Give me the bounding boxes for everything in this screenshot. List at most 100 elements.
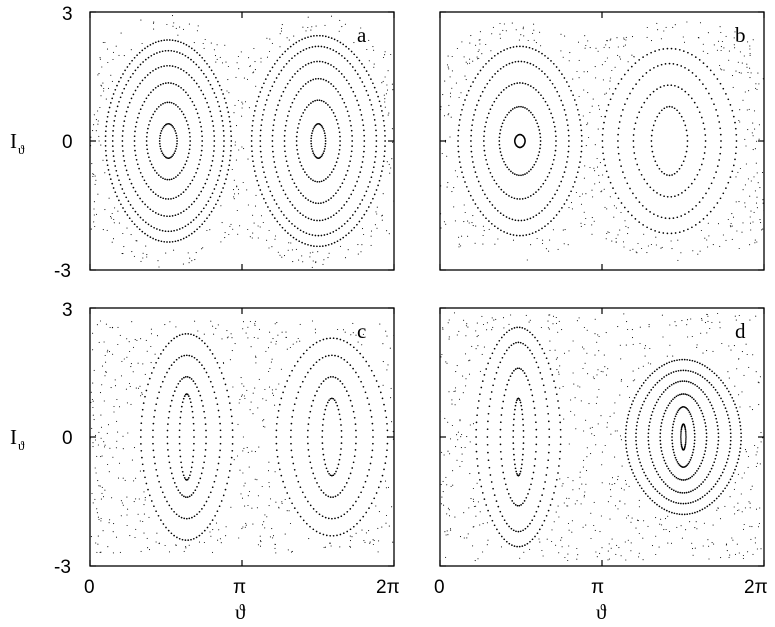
orbit-point [567,150,570,153]
orbit-point [111,497,113,499]
orbit-point [247,158,249,160]
orbit-point [558,373,560,375]
orbit-point [526,542,529,545]
orbit-point [106,115,109,118]
orbit-point [684,502,687,505]
orbit-point [757,182,759,184]
orbit-point [302,26,304,28]
orbit-point [671,248,673,250]
orbit-point [271,528,273,530]
orbit-point [185,120,188,122]
orbit-point [158,142,161,145]
orbit-point [675,325,677,327]
orbit-point [178,228,181,230]
orbit-point [287,48,289,50]
orbit-point [226,90,228,92]
orbit-point [167,198,170,200]
orbit-point [454,170,456,172]
orbit-point [299,385,302,388]
orbit-point [694,400,697,402]
orbit-point [227,111,230,113]
orbit-point [729,176,732,178]
orbit-point [337,127,340,129]
orbit-point [229,408,232,411]
orbit-point [538,212,541,215]
orbit-point [445,556,447,558]
orbit-point [663,172,666,175]
orbit-point [266,516,268,518]
orbit-point [622,109,624,111]
orbit-point [352,189,355,192]
orbit-point [479,511,481,513]
orbit-point [202,467,204,469]
orbit-point [224,383,227,386]
orbit-point [231,422,234,425]
orbit-point [515,29,517,31]
orbit-point [531,166,534,169]
orbit-point [537,188,540,191]
orbit-point [379,323,381,325]
orbit-point [610,495,612,497]
orbit-point [660,393,663,396]
orbit-point [101,455,103,457]
orbit-point [702,352,704,354]
orbit-point [201,144,203,147]
orbit-point [298,240,301,243]
orbit-point [578,59,580,61]
orbit-point [690,415,693,418]
orbit-point [146,74,149,76]
orbit-point [610,547,612,549]
orbit-point [117,431,119,433]
orbit-point [462,176,465,179]
orbit-point [230,130,232,133]
orbit-point [135,477,137,479]
orbit-point [361,244,363,246]
orbit-point [636,163,639,166]
orbit-point [671,360,673,363]
orbit-point [520,404,523,407]
orbit-point [467,89,470,92]
orbit-point [461,171,463,174]
orbit-point [89,437,91,439]
panel-c-letter: c [357,319,366,343]
orbit-point [259,226,261,228]
orbit-point [653,370,656,373]
orbit-point [567,559,569,562]
orbit-point [664,483,667,485]
orbit-point [598,335,600,338]
orbit-point [312,399,315,402]
panel-b: b [439,11,765,271]
orbit-point [607,550,609,552]
orbit-point [604,60,606,63]
orbit-point [295,41,298,44]
orbit-point [177,382,180,385]
orbit-point [555,135,557,138]
orbit-point [370,230,373,232]
orbit-point [514,504,517,506]
orbit-point [389,172,391,174]
orbit-point [332,112,335,114]
orbit-point [644,345,647,347]
orbit-point [493,494,496,496]
orbit-point [498,140,501,142]
orbit-point [511,172,514,174]
orbit-point [137,362,139,364]
orbit-point [508,217,511,220]
orbit-point [692,398,695,401]
orbit-point [302,231,305,233]
orbit-point [240,51,242,53]
orbit-point [449,528,452,530]
orbit-point [136,116,139,119]
orbit-point [475,348,477,350]
orbit-point [739,167,741,170]
orbit-point [493,54,496,57]
x-tick-label: 0 [84,577,95,598]
orbit-point [679,393,681,396]
orbit-point [168,367,171,370]
orbit-point [193,436,195,438]
orbit-point [137,213,139,216]
orbit-point [172,394,175,397]
orbit-point [589,111,591,114]
orbit-point [362,333,364,335]
orbit-point [180,516,183,519]
